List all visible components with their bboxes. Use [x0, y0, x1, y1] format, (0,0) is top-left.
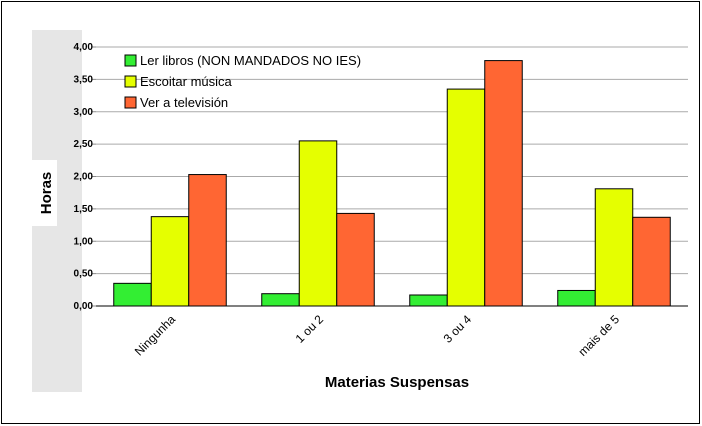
- bar: [409, 294, 448, 307]
- y-tick-label: 3,00: [74, 107, 94, 118]
- bars: [113, 60, 671, 307]
- y-tick-label: 3,50: [74, 74, 94, 85]
- bar: [446, 88, 486, 307]
- y-tick-label: 2,00: [74, 172, 94, 183]
- bar: [298, 140, 338, 307]
- legend-label: Ler libros (NON MANDADOS NO IES): [140, 53, 361, 68]
- bar: [113, 282, 152, 307]
- plot-panel-bg: [82, 30, 692, 392]
- legend-label: Escoitar música: [140, 74, 233, 89]
- bar: [261, 293, 300, 307]
- legend: Ler libros (NON MANDADOS NO IES) Escoitar…: [124, 53, 361, 110]
- bar: [150, 216, 190, 307]
- legend-swatch: [124, 96, 137, 109]
- y-tick-label: 1,50: [74, 204, 94, 215]
- y-tick-label: 0,00: [74, 301, 94, 312]
- legend-swatch: [124, 54, 137, 67]
- y-axis-title: Horas: [38, 172, 55, 215]
- y-tick-label: 1,00: [74, 236, 94, 247]
- x-axis-title: Materias Suspensas: [325, 374, 469, 391]
- bar: [188, 174, 227, 307]
- y-tick-label: 2,50: [74, 139, 94, 150]
- bar: [557, 289, 596, 307]
- bar: [336, 212, 375, 307]
- y-tick-label: 4,00: [74, 42, 94, 53]
- bar: [484, 60, 523, 307]
- bar: [632, 216, 671, 307]
- y-tick-labels: 0,00 0,50 1,00 1,50 2,00 2,50 3,00 3,50 4,00: [74, 42, 94, 312]
- y-tick-label: 0,50: [74, 269, 94, 280]
- bar: [594, 188, 634, 307]
- legend-label: Ver a televisión: [140, 95, 228, 110]
- legend-swatch: [124, 75, 137, 88]
- ylabel-bg: [32, 160, 57, 226]
